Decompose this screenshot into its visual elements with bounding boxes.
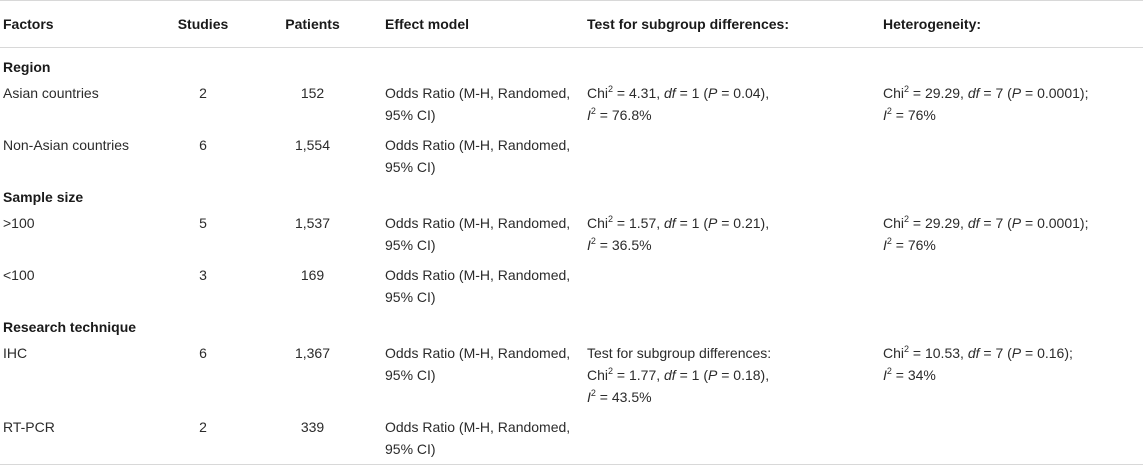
studies-cell: 6: [199, 345, 207, 361]
test-cell: Chi2 = 1.57, df = 1 (P = 0.21), I2 = 36.…: [587, 214, 770, 254]
table-row: Non-Asian countries 6 1,554 Odds Ratio (…: [0, 130, 1143, 182]
group-row-sample-size: Sample size: [0, 182, 1143, 208]
group-label: Region: [3, 59, 51, 75]
header-patients: Patients: [285, 16, 340, 32]
studies-cell: 3: [199, 267, 207, 283]
studies-cell: 5: [199, 215, 207, 231]
patients-cell: 1,367: [294, 345, 331, 361]
table-row: Asian countries 2 152 Odds Ratio (M-H, R…: [0, 78, 1143, 130]
effect-model-cell: Odds Ratio (M-H, Randomed, 95% CI): [385, 85, 571, 123]
factor-cell: <100: [3, 267, 35, 283]
studies-cell: 2: [199, 419, 207, 435]
studies-cell: 2: [199, 85, 207, 101]
effect-model-cell: Odds Ratio (M-H, Randomed, 95% CI): [385, 215, 571, 253]
test-cell: Chi2 = 4.31, df = 1 (P = 0.04), I2 = 76.…: [587, 84, 770, 124]
factor-cell: Asian countries: [3, 85, 99, 101]
test-cell: Test for subgroup differences: Chi2 = 1.…: [587, 345, 772, 405]
effect-model-cell: Odds Ratio (M-H, Randomed, 95% CI): [385, 345, 571, 383]
heterogeneity-cell: Chi2 = 29.29, df = 7 (P = 0.0001); I2 = …: [883, 214, 1089, 254]
header-effect-model: Effect model: [385, 16, 470, 32]
factor-cell: IHC: [3, 345, 28, 361]
heterogeneity-cell: Chi2 = 29.29, df = 7 (P = 0.0001); I2 = …: [883, 84, 1089, 124]
effect-model-cell: Odds Ratio (M-H, Randomed, 95% CI): [385, 419, 571, 457]
header-heterogeneity: Heterogeneity:: [883, 16, 982, 32]
table-row: >100 5 1,537 Odds Ratio (M-H, Randomed, …: [0, 208, 1143, 260]
factor-cell: Non-Asian countries: [3, 137, 130, 153]
patients-cell: 169: [300, 267, 325, 283]
factor-cell: RT-PCR: [3, 419, 55, 435]
patients-cell: 339: [300, 419, 325, 435]
patients-cell: 1,537: [294, 215, 331, 231]
header-studies: Studies: [177, 16, 229, 32]
group-label: Research technique: [3, 319, 137, 335]
table-row: IHC 6 1,367 Odds Ratio (M-H, Randomed, 9…: [0, 338, 1143, 412]
group-label: Sample size: [3, 189, 84, 205]
factor-cell: >100: [3, 215, 35, 231]
table-header: Factors Studies Patients Effect model Te…: [0, 0, 1143, 48]
group-row-research-technique: Research technique: [0, 312, 1143, 338]
group-row-region: Region: [0, 48, 1143, 78]
patients-cell: 152: [300, 85, 325, 101]
header-factors: Factors: [3, 16, 54, 32]
patients-cell: 1,554: [294, 137, 331, 153]
table-row: RT-PCR 2 339 Odds Ratio (M-H, Randomed, …: [0, 412, 1143, 464]
heterogeneity-cell: Chi2 = 10.53, df = 7 (P = 0.16); I2 = 34…: [883, 344, 1073, 384]
effect-model-cell: Odds Ratio (M-H, Randomed, 95% CI): [385, 137, 571, 175]
header-test-subgroup: Test for subgroup differences:: [587, 16, 789, 32]
effect-model-cell: Odds Ratio (M-H, Randomed, 95% CI): [385, 267, 571, 305]
studies-cell: 6: [199, 137, 207, 153]
table-row: <100 3 169 Odds Ratio (M-H, Randomed, 95…: [0, 260, 1143, 312]
